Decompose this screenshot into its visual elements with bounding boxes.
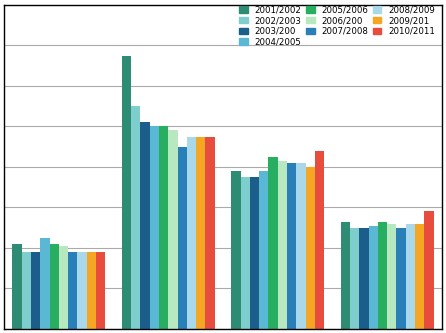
Bar [68,252,78,329]
Bar [187,137,196,329]
Bar [350,228,359,329]
Bar [22,252,31,329]
Bar [150,127,159,329]
Bar [250,177,259,329]
Bar [196,137,206,329]
Bar [96,252,105,329]
Bar [378,221,387,329]
Bar [206,137,215,329]
Bar [278,161,287,329]
Bar [87,252,96,329]
Bar [368,226,378,329]
Bar [31,252,40,329]
Bar [424,211,434,329]
Legend: 2001/2002, 2002/2003, 2003/200, 2004/2005, 2005/2006, 2006/200, 2007/2008, 2008/: 2001/2002, 2002/2003, 2003/200, 2004/200… [237,3,438,49]
Bar [178,147,187,329]
Bar [59,246,68,329]
Bar [12,244,22,329]
Bar [140,123,150,329]
Bar [315,151,324,329]
Bar [341,221,350,329]
Bar [287,163,296,329]
Bar [122,56,131,329]
Bar [78,252,87,329]
Bar [387,223,396,329]
Bar [306,167,315,329]
Bar [296,163,306,329]
Bar [359,228,368,329]
Bar [268,157,278,329]
Bar [40,238,50,329]
Bar [406,223,415,329]
Bar [240,177,250,329]
Bar [231,171,240,329]
Bar [168,131,178,329]
Bar [396,228,406,329]
Bar [131,106,140,329]
Bar [415,223,424,329]
Bar [259,171,268,329]
Bar [159,127,168,329]
Bar [50,244,59,329]
